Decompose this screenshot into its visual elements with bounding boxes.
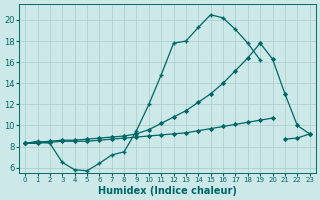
X-axis label: Humidex (Indice chaleur): Humidex (Indice chaleur) <box>98 186 237 196</box>
